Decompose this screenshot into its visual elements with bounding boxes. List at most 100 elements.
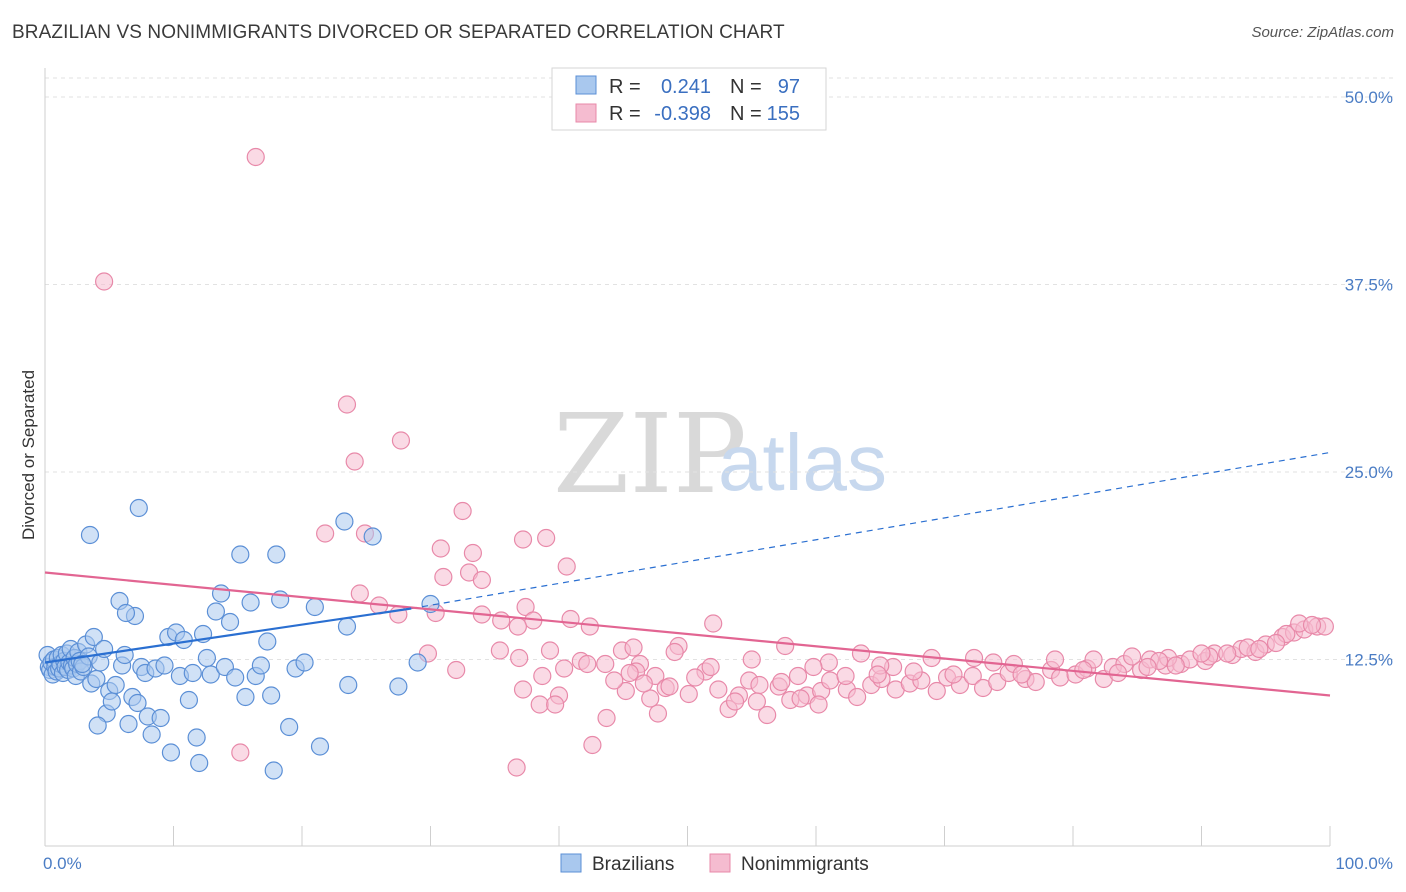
brazilians-point-80 [280, 717, 299, 737]
x-tick-label-min: 0.0% [43, 854, 82, 873]
legend-top: R = 0.241 N = 97 R = -0.398 N = 155 [551, 67, 827, 131]
brazilians-point-37 [102, 692, 121, 711]
brazilians-point-74 [251, 656, 270, 675]
nonimmigrants-point-98 [776, 636, 795, 656]
nonimmigrants-point-6 [316, 524, 335, 543]
brazilians-point-70 [231, 545, 250, 564]
nonimmigrants-point-112 [350, 584, 369, 603]
nonimmigrants-point-145 [605, 671, 624, 690]
legend-n-value-2: 155 [767, 103, 800, 125]
nonimmigrants-point-14 [434, 567, 453, 587]
trend-lines [44, 451, 1331, 697]
nonimmigrants-point-115 [597, 708, 616, 728]
brazilians-point-85 [335, 512, 354, 531]
nonimmigrants-point-40 [578, 654, 597, 674]
nonimmigrants-point-105 [1045, 650, 1065, 669]
nonimmigrants-point-133 [868, 665, 887, 684]
nonimmigrants-point-12 [557, 557, 576, 576]
nonimmigrants-point-132 [904, 662, 923, 681]
y-tick-label-3: 50.0% [1345, 88, 1393, 107]
brazilians-point-94 [116, 603, 136, 623]
brazilians-point-65 [206, 602, 226, 621]
watermark-zip: ZIP [553, 390, 747, 518]
nonimmigrants-point-29 [555, 659, 574, 678]
nonimmigrants-point-134 [836, 666, 855, 686]
legend-r-label-2: R = [609, 103, 641, 125]
brazilians-point-66 [211, 584, 231, 603]
brazilians-point-88 [363, 527, 382, 546]
nonimmigrants-point-114 [447, 660, 466, 680]
gridlines [45, 77, 1393, 660]
brazilians-point-92 [129, 498, 148, 518]
nonimmigrants-point-153 [1166, 656, 1185, 675]
nonimmigrants-point-74 [1051, 668, 1070, 687]
nonimmigrants-trend-line [44, 571, 1331, 697]
legend-bottom: Brazilians Nonimmigrants [560, 853, 869, 875]
brazilians-point-49 [142, 725, 161, 744]
nonimmigrants-point-36 [490, 641, 509, 660]
nonimmigrants-point-24 [508, 617, 527, 636]
brazilians-point-84 [310, 737, 330, 756]
nonimmigrants-point-116 [616, 681, 635, 701]
nonimmigrants-point-123 [1012, 665, 1031, 684]
nonimmigrants-point-154 [1138, 657, 1157, 677]
nonimmigrants-point-139 [701, 657, 720, 677]
brazilians-point-75 [258, 632, 277, 651]
nonimmigrants-point-15 [472, 570, 491, 590]
nonimmigrants-point-18 [561, 609, 580, 629]
nonimmigrants-point-151 [1266, 633, 1286, 653]
chart-title: BRAZILIAN VS NONIMMIGRANTS DIVORCED OR S… [12, 22, 785, 43]
nonimmigrants-point-64 [927, 681, 946, 701]
nonimmigrants-point-16 [516, 597, 535, 617]
nonimmigrants-point-107 [1123, 647, 1142, 666]
nonimmigrants-point-117 [648, 704, 668, 723]
brazilians-point-69 [226, 668, 245, 687]
nonimmigrants-point-99 [819, 653, 838, 672]
nonimmigrants-point-56 [821, 671, 840, 690]
brazilians-point-60 [187, 728, 206, 747]
nonimmigrants-point-129 [1074, 660, 1093, 680]
legend-r-value-2: -0.398 [654, 103, 711, 125]
nonimmigrants-point-137 [747, 692, 766, 711]
y-axis-label: Divorced or Separated [19, 370, 38, 540]
nonimmigrants-point-147 [546, 695, 565, 714]
legend-swatch-pink [575, 103, 597, 123]
brazilians-point-38 [106, 675, 125, 695]
nonimmigrants-point-4 [345, 452, 364, 471]
x-tick-label-max: 100.0% [1335, 854, 1393, 873]
brazilians-point-51 [151, 708, 170, 728]
legend-bottom-swatch-pink [709, 853, 731, 873]
brazilians-point-86 [337, 617, 357, 636]
nonimmigrants-point-135 [804, 657, 823, 677]
brazilians-point-31 [84, 627, 103, 647]
nonimmigrants-point-49 [750, 675, 769, 695]
nonimmigrants-point-33 [530, 695, 549, 714]
legend-bottom-swatch-blue [560, 853, 582, 873]
nonimmigrants-point-25 [580, 617, 599, 636]
watermark-atlas: atlas [718, 418, 887, 507]
nonimmigrants-points [95, 147, 1334, 777]
nonimmigrants-point-8 [431, 539, 450, 558]
brazilians-point-78 [267, 545, 286, 564]
y-tick-label-2: 37.5% [1345, 276, 1393, 295]
nonimmigrants-point-141 [660, 677, 679, 696]
nonimmigrants-point-142 [641, 689, 660, 708]
legend-r-label-1: R = [609, 76, 641, 98]
nonimmigrants-point-30 [596, 654, 615, 674]
brazilians-point-45 [128, 693, 147, 713]
nonimmigrants-point-9 [463, 543, 483, 563]
nonimmigrants-point-0 [246, 147, 265, 167]
brazilians-point-77 [264, 761, 283, 780]
nonimmigrants-point-144 [624, 638, 643, 657]
nonimmigrants-point-50 [758, 705, 777, 725]
brazilians-point-82 [295, 653, 314, 672]
nonimmigrants-point-45 [709, 680, 728, 699]
brazilians-point-76 [262, 686, 281, 705]
brazilians-point-87 [339, 675, 358, 695]
nonimmigrants-point-1 [95, 272, 114, 291]
axes [44, 68, 1331, 847]
brazilians-point-72 [241, 593, 260, 612]
brazilians-point-64 [201, 665, 220, 684]
nonimmigrants-point-128 [1108, 663, 1128, 683]
